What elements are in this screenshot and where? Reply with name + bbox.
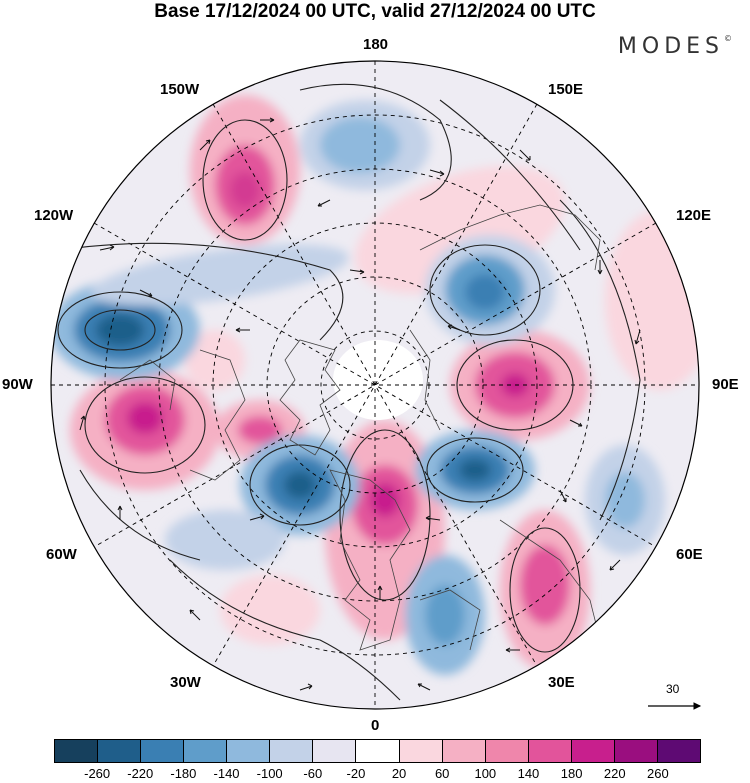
contour-lines (57, 83, 641, 701)
coastlines (119, 204, 601, 651)
map-boundary (50, 60, 700, 710)
anomaly-field (51, 61, 699, 709)
colorbar-tick-label: 100 (474, 766, 497, 781)
colorbar-swatch (356, 740, 400, 762)
lon-label-90w: 90W (2, 376, 33, 393)
wind-vectors (79, 117, 641, 691)
modes-logo: MODES© (618, 34, 732, 59)
lon-label-180: 180 (363, 36, 389, 53)
reference-vector-label: 30 (666, 682, 680, 696)
lon-label-30w: 30W (170, 674, 201, 691)
colorbar-swatch (313, 740, 357, 762)
lon-label-60e: 60E (676, 546, 703, 563)
colorbar-swatch (442, 740, 486, 762)
colorbar (54, 739, 701, 763)
colorbar-tick-label: -140 (213, 766, 240, 781)
colorbar-swatch (571, 740, 615, 762)
colorbar-tick-label: 260 (647, 766, 669, 781)
colorbar-tick-labels: -260 -220 -180 -140 -100 -60 -20 20 60 100 140 180 2… (0, 766, 750, 782)
colorbar-swatch (485, 740, 529, 762)
lon-label-150w: 150W (160, 81, 200, 98)
colorbar-tick-label: -20 (346, 766, 366, 781)
lon-label-150e: 150E (548, 81, 584, 98)
colorbar-tick-label: -220 (127, 766, 154, 781)
colorbar-tick-label: 60 (434, 766, 450, 781)
colorbar-tick-label: -60 (303, 766, 323, 781)
lon-label-30e: 30E (548, 674, 575, 691)
meridian-lines (51, 61, 699, 709)
lon-label-0: 0 (371, 717, 380, 734)
colorbar-swatch (227, 740, 271, 762)
colorbar-swatch (528, 740, 572, 762)
lon-label-60w: 60W (46, 546, 77, 563)
colorbar-tick-label: -260 (84, 766, 111, 781)
colorbar-swatch (657, 740, 700, 762)
colorbar-swatch (184, 740, 228, 762)
colorbar-tick-label: 220 (603, 766, 626, 781)
lon-label-120w: 120W (34, 207, 74, 224)
lon-label-120e: 120E (676, 207, 712, 224)
lon-label-90e: 90E (712, 376, 739, 393)
reference-vector-arrow (648, 702, 702, 710)
colorbar-swatch (141, 740, 185, 762)
colorbar-swatch (399, 740, 443, 762)
logo-text: MODES (617, 34, 724, 59)
polar-map (50, 60, 702, 710)
colorbar-swatch (614, 740, 658, 762)
map-title: Base 17/12/2024 00 UTC, valid 27/12/2024… (154, 1, 596, 22)
colorbar-swatch (98, 740, 142, 762)
colorbar-tick-label: 140 (517, 766, 540, 781)
colorbar-tick-label: 20 (391, 766, 407, 781)
colorbar-tick-label: -180 (170, 766, 197, 781)
colorbar-swatch (270, 740, 314, 762)
colorbar-tick-label: -100 (256, 766, 283, 781)
colorbar-swatch (55, 740, 99, 762)
logo-mark: © (724, 34, 732, 43)
colorbar-tick-label: 180 (560, 766, 583, 781)
